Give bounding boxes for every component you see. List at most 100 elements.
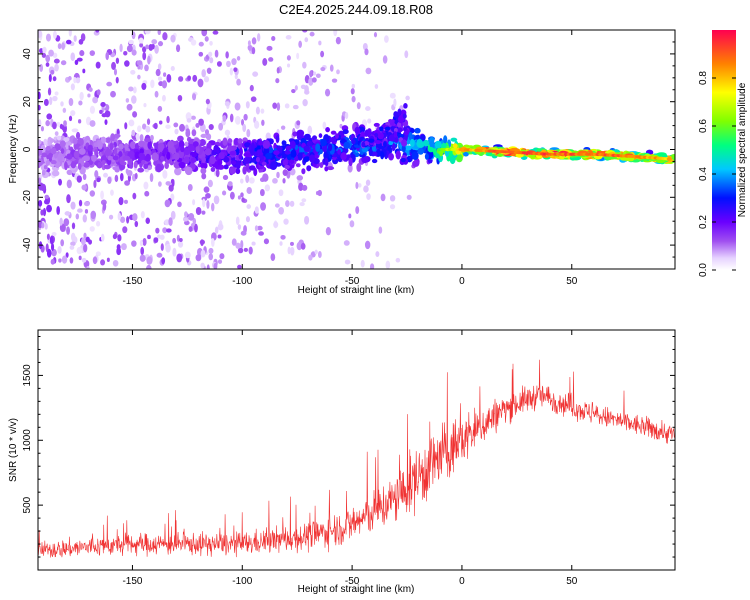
heat-speckle [227,181,233,187]
heat-speckle [190,115,196,120]
heat-speckle [96,89,101,96]
heat-speckle [254,206,259,214]
heat-cell [71,128,79,133]
heat-cell [373,122,380,127]
heat-speckle [265,132,271,141]
heat-cell [383,141,387,148]
heat-cell [114,168,120,173]
heat-speckle [78,255,82,261]
heat-cell [223,156,230,163]
heat-speckle [234,74,238,80]
heat-speckle [157,76,163,81]
heat-cell [56,135,62,141]
heat-cell [388,134,396,142]
heat-core-cell [666,157,672,161]
heat-cell [201,173,207,180]
heat-speckle [255,106,260,115]
heat-speckle [378,226,383,234]
heat-speckle [347,163,353,173]
heat-speckle [114,174,119,183]
heat-cell [393,111,399,118]
heat-cell [361,156,369,164]
heat-speckle [45,62,50,67]
heat-speckle [135,133,140,141]
heat-cell [330,130,337,135]
heat-speckle [251,241,256,246]
heat-speckle [85,236,90,243]
heat-speckle [187,183,193,191]
heat-cell [384,126,391,131]
heat-speckle [263,238,270,245]
heat-speckle [84,201,90,207]
heat-speckle [100,233,105,242]
y-tick-label: 20 [22,96,33,108]
y-tick-label: -20 [22,190,33,205]
heat-speckle [289,200,295,207]
heat-speckle [214,49,219,58]
heat-speckle [205,192,211,199]
heat-cell [262,173,269,182]
heat-cell [377,132,384,140]
heat-speckle [195,254,202,262]
heat-speckle [286,55,291,61]
heat-speckle [203,186,210,193]
heat-speckle [225,51,229,59]
heat-cell [320,138,327,147]
heat-speckle [155,68,161,77]
heat-speckle [170,65,175,72]
heat-speckle [157,105,163,112]
heat-speckle [374,84,379,89]
heat-speckle [200,262,205,269]
heat-cell [209,155,216,165]
heat-speckle [54,63,59,72]
heat-speckle [141,82,147,90]
heat-speckle [364,240,371,250]
heat-speckle [208,253,214,261]
heat-cell [50,160,57,165]
heat-speckle [137,65,141,70]
heat-speckle [375,251,380,257]
heat-speckle [357,183,362,188]
heat-speckle [88,87,93,92]
heat-cell [82,162,91,168]
heat-cell [420,134,426,142]
heat-speckle [124,60,130,67]
heat-speckle [78,39,84,45]
heat-speckle [96,177,101,183]
heat-speckle [404,50,409,59]
heat-speckle [276,102,281,111]
heat-cell [60,148,65,154]
heat-speckle [202,198,206,208]
colorbar-tick-label: 0.6 [698,119,709,133]
heat-speckle [266,45,273,51]
heat-cell [38,139,42,145]
heat-speckle [70,83,75,91]
heat-speckle [261,119,265,126]
heat-speckle [38,177,42,184]
heat-speckle [240,230,247,236]
heat-speckle [248,246,253,255]
heat-speckle [248,177,255,184]
heat-cell [371,158,378,164]
heat-cell [249,148,255,156]
heat-cell [343,141,351,149]
heat-speckle [70,110,76,116]
snr-x-axis: -150 -100 -50 0 50 [122,330,578,587]
heat-speckle [145,217,151,224]
heat-cell [183,156,190,164]
heat-speckle [198,118,204,126]
heat-speckle [187,75,192,81]
heat-cell [97,141,103,150]
heat-speckle [254,120,260,129]
heat-speckle [349,220,355,228]
heat-speckle [275,78,280,84]
heat-speckle [205,98,210,105]
heat-speckle [140,211,145,219]
heat-speckle [270,253,276,262]
heat-speckle [139,239,144,247]
heat-speckle [89,226,95,232]
heat-speckle [291,88,296,94]
heat-cell [282,159,289,166]
heat-cell [218,152,225,160]
x-tick-label: -150 [122,576,142,587]
